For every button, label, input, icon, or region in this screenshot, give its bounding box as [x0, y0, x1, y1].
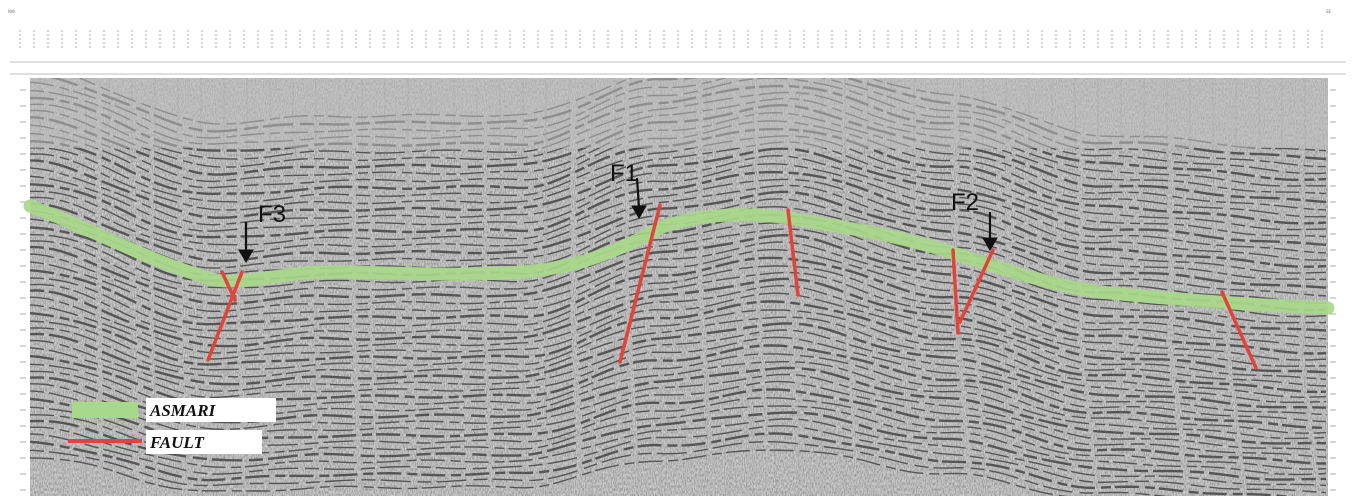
- fault-f3-splay: [220, 270, 237, 302]
- time-axis-left: [20, 89, 26, 491]
- legend-label-box-fault: [146, 430, 262, 454]
- fault-label-f3: F3: [258, 201, 286, 228]
- legend-swatch-asmari: [72, 402, 138, 418]
- fault-label-f2: F2: [951, 189, 979, 216]
- fault-unlabeled-east: [1220, 290, 1258, 370]
- seismic-top-muted-zone: [30, 78, 1328, 148]
- header-left-label: NW: [8, 9, 15, 14]
- fault-f1: [618, 203, 662, 364]
- fault-f3-segment: [206, 270, 244, 362]
- time-axis-right: [1330, 89, 1336, 491]
- fault-arrows: [238, 177, 998, 263]
- header-right-label: SE: [1326, 9, 1332, 14]
- legend-label-box-asmari: [146, 398, 276, 422]
- fault-f2-east: [958, 248, 995, 324]
- fault-unlabeled-middle: [786, 208, 800, 297]
- legend: ASMARI FAULT: [68, 398, 276, 454]
- seismic-trace-grid: [39, 78, 1306, 496]
- fault-lines: [206, 203, 1258, 370]
- shotpoint-header: [10, 30, 1346, 75]
- legend-label-asmari: ASMARI: [149, 401, 217, 420]
- fault-f2-west: [951, 248, 960, 335]
- legend-label-fault: FAULT: [149, 433, 204, 452]
- fault-label-f1: F1: [610, 160, 638, 187]
